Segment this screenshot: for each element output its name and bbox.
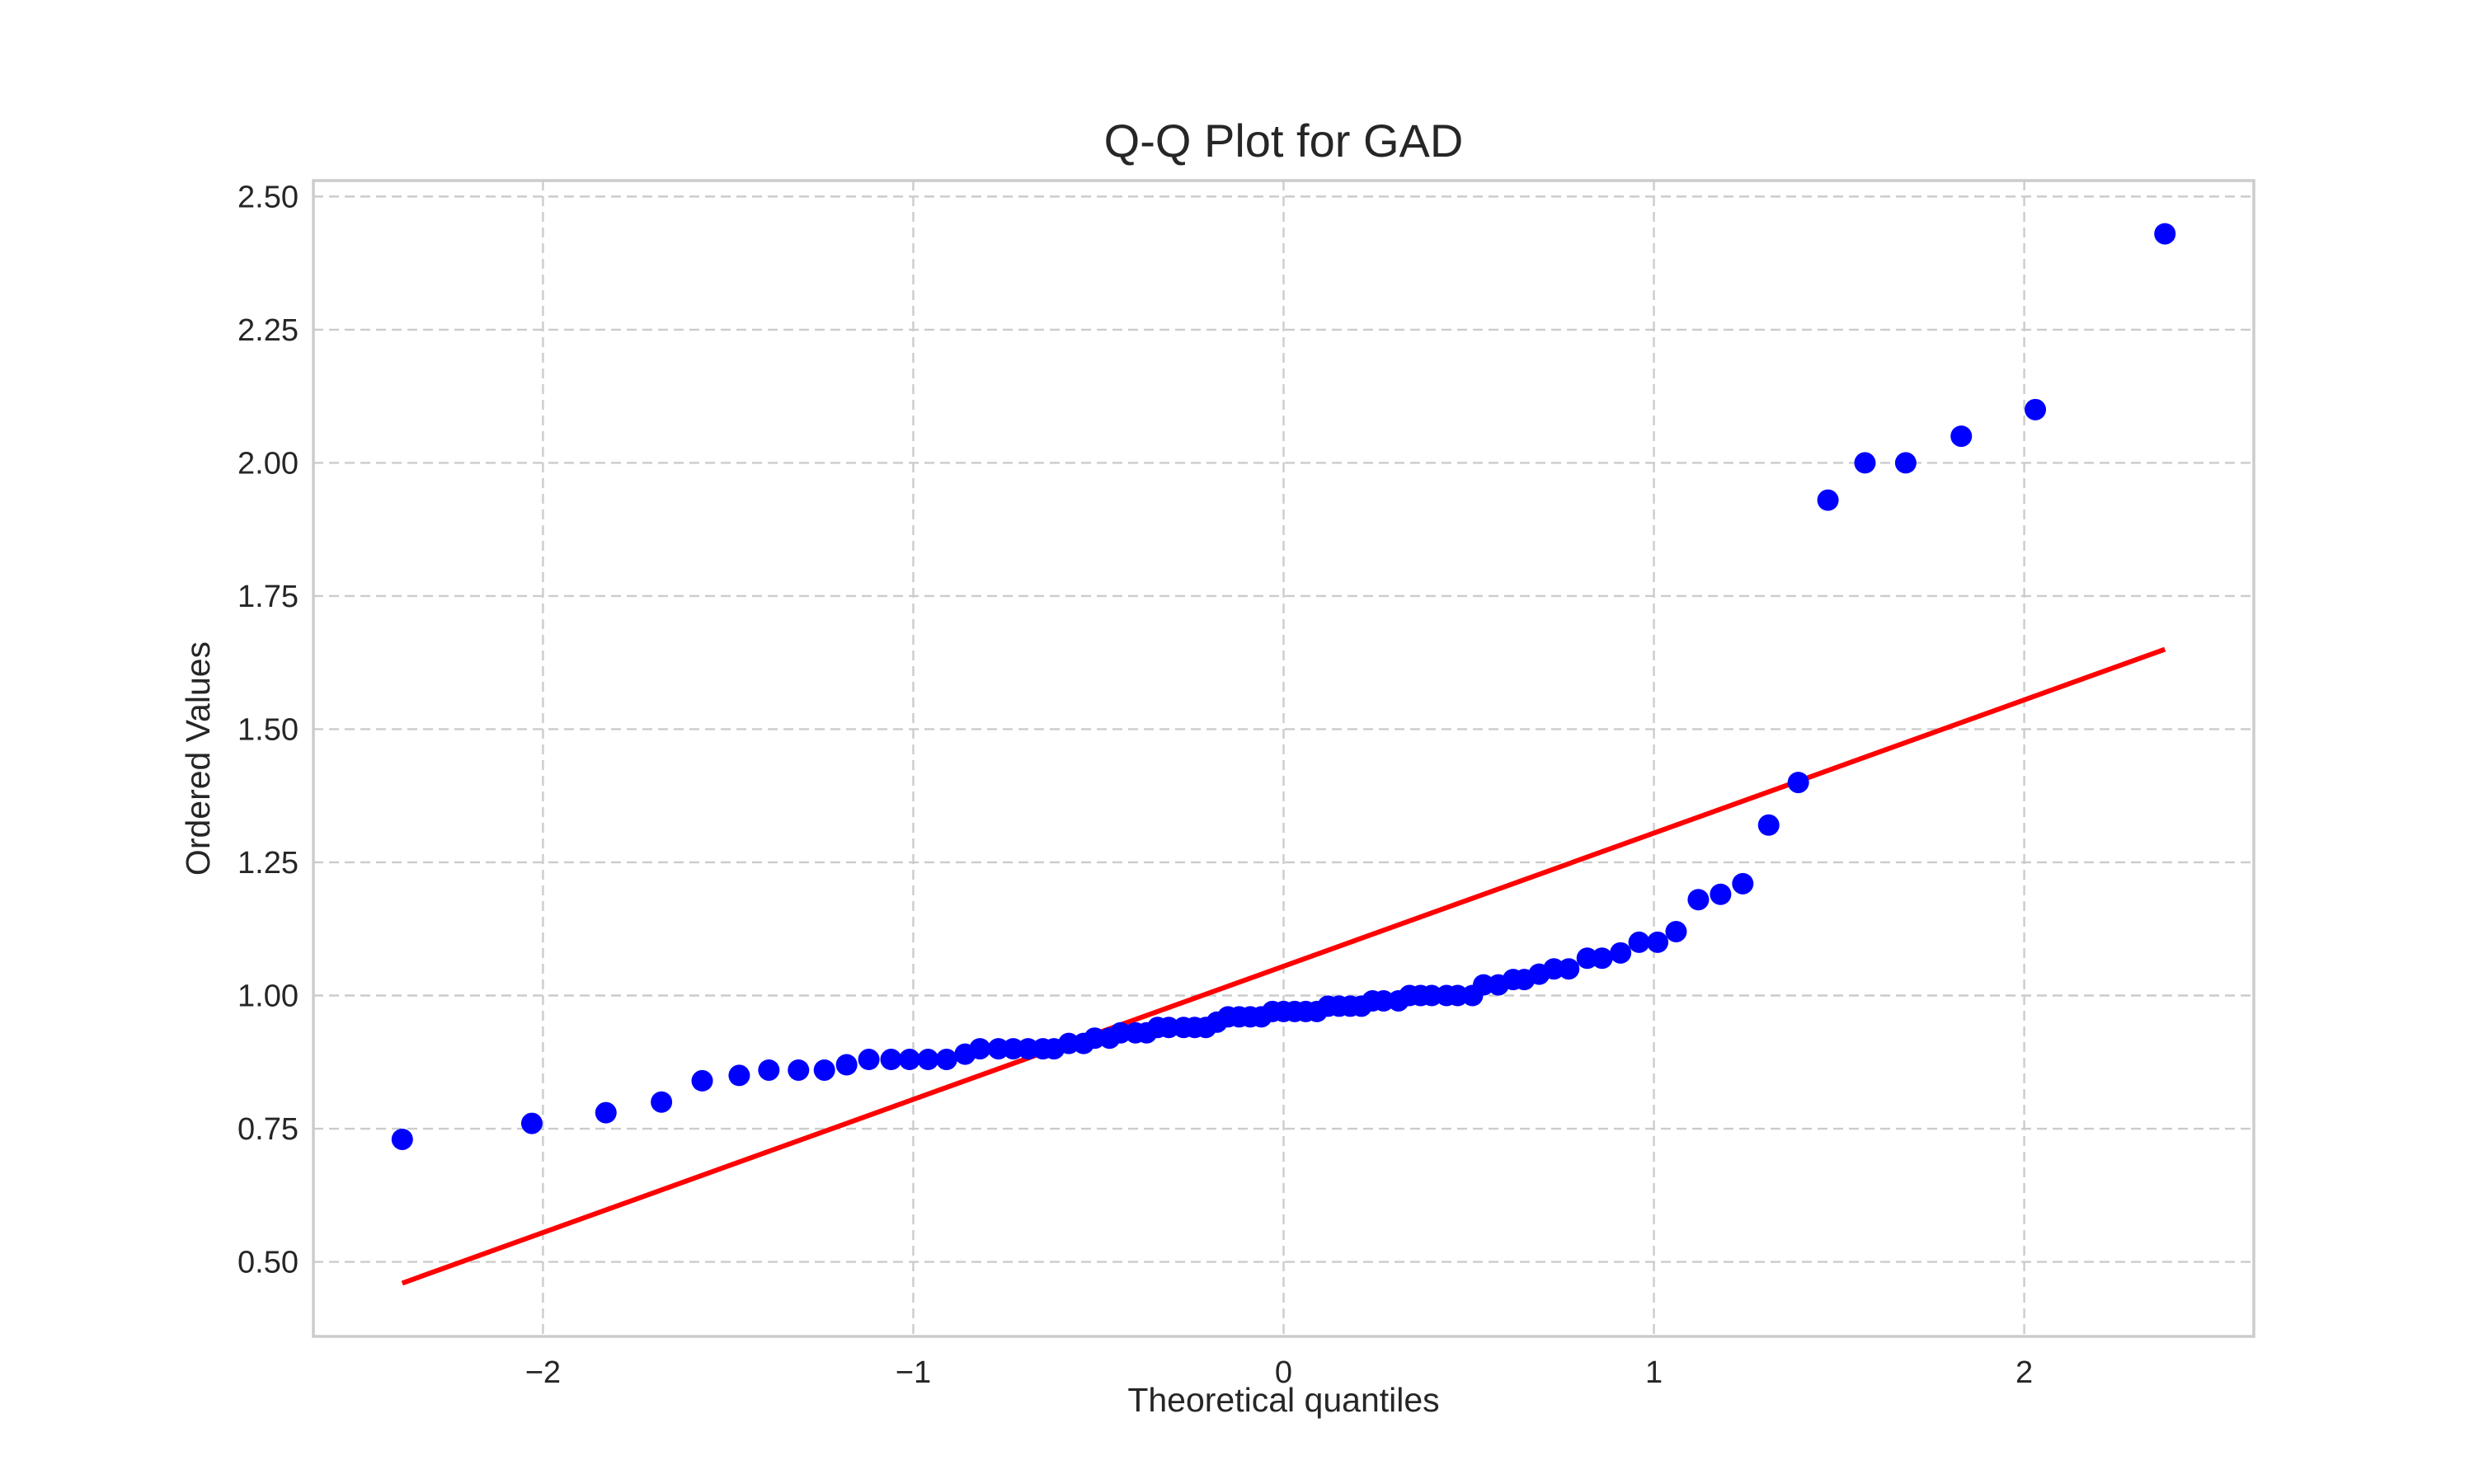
data-point [1472,974,1494,996]
data-point [520,1112,543,1134]
data-point [1421,984,1443,1007]
fit-line-layer [401,646,2166,1286]
points-layer [391,223,2176,1150]
data-point [917,1049,939,1071]
data-point [1058,1032,1080,1054]
x-tick-labels: −2 −1 0 1 2 [525,1355,2033,1390]
data-point [1628,931,1650,953]
data-point [1576,947,1598,970]
data-point [1710,883,1732,905]
y-tick-label: 1.00 [238,979,299,1014]
y-axis-label: Ordered Values [179,641,217,876]
data-point [728,1064,750,1087]
x-tick-label: 0 [1275,1355,1292,1390]
data-point [1894,452,1917,474]
data-point [987,1038,1009,1060]
data-point [691,1069,713,1092]
data-point [1787,772,1809,794]
data-point [1757,814,1780,836]
data-point [1158,1017,1180,1039]
data-point [1647,931,1669,953]
data-point [1950,425,1973,448]
data-point [835,1054,858,1076]
data-point [2025,398,2047,420]
x-axis-label: Theoretical quantiles [1127,1381,1439,1419]
x-tick-label: 1 [1645,1355,1663,1390]
data-point [1543,958,1565,980]
data-point [2154,223,2176,245]
data-point [1687,889,1710,911]
data-point [1084,1027,1106,1050]
y-tick-label: 2.25 [238,313,299,348]
data-point [1372,989,1395,1012]
data-point [1017,1038,1039,1060]
data-point [1109,1021,1131,1044]
y-tick-label: 2.50 [238,180,299,214]
y-tick-labels: 0.50 0.75 1.00 1.25 1.50 1.75 2.00 2.25 2.50 [238,180,299,1280]
data-point [1591,947,1613,970]
data-point [1446,984,1469,1007]
y-tick-label: 2.00 [238,446,299,481]
data-point [880,1049,902,1071]
data-point [813,1059,835,1081]
data-point [1732,872,1754,895]
data-point [788,1059,810,1081]
y-tick-label: 0.75 [238,1112,299,1147]
data-point [1610,942,1632,964]
data-point [858,1049,880,1071]
x-tick-label: −2 [525,1355,561,1390]
plot-frame [312,179,2255,1338]
data-point [1854,452,1876,474]
data-point [391,1128,413,1150]
data-point [1002,1038,1024,1060]
x-tick-label: 2 [2015,1355,2033,1390]
x-tick-label: −1 [896,1355,931,1390]
data-point [1558,958,1580,980]
y-tick-label: 0.50 [238,1246,299,1280]
chart-title: Q-Q Plot for GAD [1104,115,1464,167]
data-point [651,1091,673,1113]
data-point [969,1038,991,1060]
data-point [1817,489,1839,511]
data-point [935,1049,957,1071]
fit-line [401,646,2166,1286]
data-point [595,1101,617,1124]
y-tick-label: 1.25 [238,846,299,881]
data-point [1665,920,1687,942]
y-tick-label: 1.75 [238,580,299,614]
grid-layer [313,181,2254,1336]
data-point [898,1049,920,1071]
y-tick-label: 1.50 [238,712,299,747]
data-point [758,1059,780,1081]
